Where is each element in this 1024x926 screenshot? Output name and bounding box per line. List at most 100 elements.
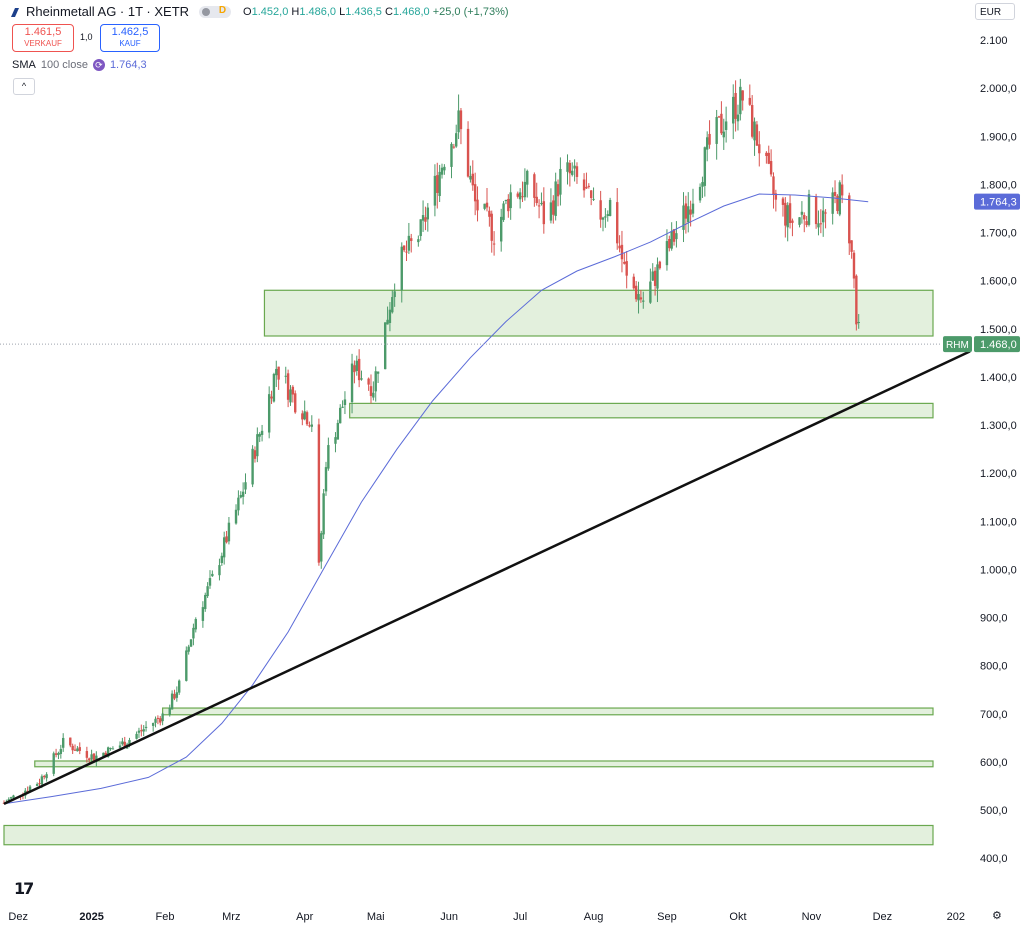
candle-body [320, 533, 323, 562]
x-tick-label: Aug [584, 911, 604, 923]
candle-body [540, 202, 543, 205]
symbol-badge [943, 336, 972, 353]
candle-body [374, 371, 377, 392]
buy-button[interactable]: 1.462,5 KAUF [100, 24, 160, 52]
candle-body [310, 424, 313, 427]
candle-body [7, 799, 10, 802]
sma-line [3, 193, 869, 805]
candle-body [504, 199, 508, 202]
candle-body [95, 755, 98, 762]
sma-price-label: 1.764,3 [980, 197, 1017, 209]
candle-body [450, 143, 453, 167]
candle-body [755, 124, 759, 146]
sell-price: 1.461,5 [24, 26, 62, 38]
candle-body [353, 365, 356, 373]
candles [2, 78, 860, 804]
candle-body [204, 594, 207, 610]
y-tick-label: 400,0 [980, 853, 1008, 865]
candle-body [774, 193, 778, 200]
symbol-title[interactable]: Rheinmetall AG · 1T · XETR [26, 4, 190, 19]
candle-body [305, 412, 309, 425]
candle-body [665, 241, 669, 266]
candle-body [128, 739, 131, 745]
candle-body [518, 192, 522, 200]
candle-body [649, 281, 652, 303]
candle-body [575, 166, 579, 177]
sma-legend[interactable]: SMA 100 close ⟳ 1.764,3 [12, 59, 147, 71]
currency-select[interactable]: EUR [975, 3, 1015, 20]
loading-cycle-icon[interactable]: ⟳ [92, 59, 105, 71]
candle-body [76, 748, 79, 752]
candle-body [708, 133, 711, 145]
candle-body [45, 774, 48, 779]
y-tick-label: 800,0 [980, 661, 1008, 673]
candle-body [417, 239, 420, 243]
candle-body [400, 246, 403, 290]
y-tick-label: 1.600,0 [980, 276, 1017, 288]
candle-body [334, 437, 337, 444]
candle-body [272, 374, 276, 402]
candle-body [339, 407, 342, 424]
candle-body [201, 607, 205, 621]
rheinmetall-logo-icon [11, 7, 19, 17]
candle-body [135, 733, 138, 739]
open-value: 1.452,0 [251, 5, 289, 18]
sell-button[interactable]: 1.461,5 VERKAUF [12, 24, 74, 52]
candle-body [440, 167, 444, 175]
candle-body [852, 252, 856, 279]
candle-body [322, 493, 325, 535]
settings-gear-icon[interactable]: ⚙ [992, 910, 1002, 922]
candle-body [715, 117, 718, 144]
price-axis[interactable]: 2.100 2.000,0 1.900,0 1.800,0 1.700,0 1.600,0… [980, 35, 1017, 865]
candle-body [488, 210, 491, 217]
candle-body [137, 730, 141, 733]
y-tick-label: 600,0 [980, 757, 1008, 769]
candle-body [670, 231, 673, 249]
x-tick-label: Nov [802, 911, 822, 923]
tradingview-logo-icon[interactable]: 17 [14, 879, 34, 898]
collapse-legend-button[interactable]: ^ [13, 78, 35, 95]
candle-body [523, 181, 527, 198]
low-value: 1.436,5 [345, 5, 382, 18]
candle-body [308, 425, 311, 427]
candle-body [748, 97, 752, 105]
delay-badge: D [218, 4, 227, 16]
candle-body [739, 86, 742, 115]
candle-body [220, 555, 224, 563]
x-tick-label: Sep [657, 911, 677, 923]
toggle-dot-icon [202, 7, 211, 16]
delay-toggle[interactable]: D [199, 4, 232, 18]
candle-body [672, 229, 676, 242]
support-zone-2 [349, 402, 934, 419]
candle-body [208, 578, 212, 586]
candle-body [656, 264, 659, 289]
candle-body [765, 152, 768, 156]
candle-body [239, 495, 242, 498]
candle-body [327, 445, 330, 469]
buy-label: KAUF [119, 39, 141, 48]
candle-body [824, 212, 827, 214]
candle-body [270, 396, 273, 399]
y-tick-label: 1.900,0 [980, 131, 1017, 143]
candle-body [675, 233, 678, 240]
sma-price-badge [974, 193, 1020, 210]
candle-body [817, 223, 820, 228]
candle-body [457, 110, 460, 133]
candle-body [61, 737, 65, 748]
candle-body [317, 424, 321, 563]
candle-body [701, 182, 704, 187]
candle-body [492, 243, 496, 245]
spread-value: 1,0 [80, 32, 93, 42]
close-value: 1.468,0 [392, 5, 430, 18]
candle-body [369, 386, 373, 397]
candle-body [90, 754, 93, 760]
candle-body [819, 223, 823, 225]
candle-body [78, 747, 81, 751]
candle-body [803, 215, 806, 220]
candle-body [85, 751, 89, 758]
candle-body [791, 220, 794, 223]
time-axis[interactable]: Dez 2025 Feb Mrz Apr Mai Jun Jul Aug Sep Okt Nov Dez… [8, 911, 965, 923]
candle-body [798, 217, 801, 225]
